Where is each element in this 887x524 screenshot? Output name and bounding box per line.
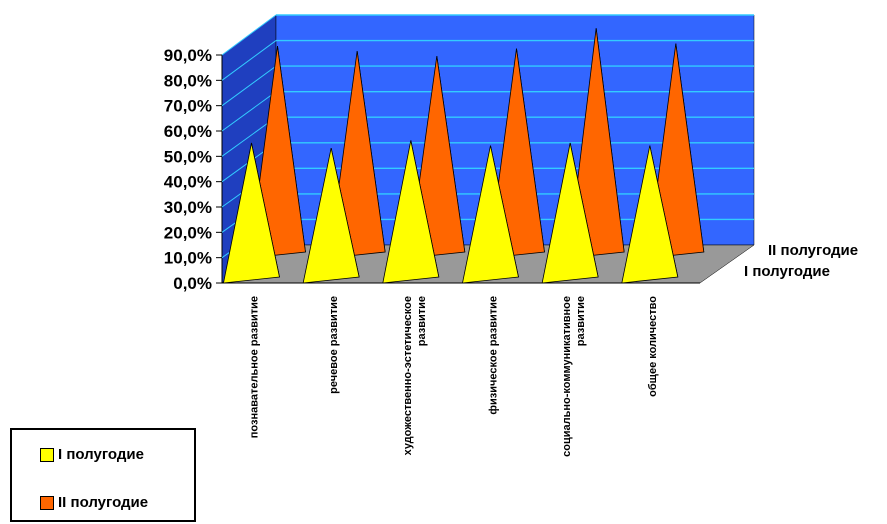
y-tick-label: 40,0% — [164, 173, 212, 192]
pyramid-series-1 — [222, 142, 280, 284]
y-tick-label: 20,0% — [164, 223, 212, 242]
pyramid-series-1 — [302, 147, 360, 284]
pyramid-series-1-front — [541, 142, 599, 284]
x-category-label-line: физическое развитие — [487, 296, 499, 415]
y-tick-label: 10,0% — [164, 249, 212, 268]
y-tick-label: 60,0% — [164, 122, 212, 141]
x-category-label-line: познавательное развитие — [248, 296, 260, 438]
x-category-label: физическое развитие — [487, 296, 499, 415]
depth-label-series-2: II полугодие — [768, 242, 858, 259]
gridline-side — [221, 65, 277, 107]
legend-label-series-2: II полугодие — [58, 494, 149, 511]
x-category-label-line: развитие — [416, 296, 428, 346]
x-category-label: художественно-эстетическое развитие — [402, 296, 428, 455]
pyramid-series-1-front — [222, 142, 280, 284]
gridline-side — [221, 40, 277, 81]
pyramid-series-1-front — [461, 145, 519, 284]
legend-swatch-series-1 — [40, 447, 54, 462]
x-category-label-line: художественно-эстетическое — [402, 296, 414, 455]
legend-item-series-1: I полугодие — [40, 446, 144, 463]
pyramid-series-1-front — [382, 140, 440, 284]
pyramid-series-1-front — [621, 145, 679, 284]
x-category-label-line: развитие — [575, 296, 587, 346]
legend-label-series-1: I полугодие — [58, 446, 144, 463]
depth-label-series-1: I полугодие — [744, 263, 830, 280]
x-category-label: познавательное развитие — [248, 296, 260, 438]
y-tick-label: 80,0% — [164, 71, 212, 90]
y-tick-label: 90,0% — [164, 46, 212, 65]
y-tick-label: 50,0% — [164, 147, 212, 166]
y-tick-label: 70,0% — [164, 97, 212, 116]
pyramid-series-1 — [541, 142, 599, 284]
x-category-label: общее количество — [647, 296, 659, 397]
y-tick-label: 30,0% — [164, 198, 212, 217]
gridline-side — [221, 14, 277, 56]
x-category-label: речевое развитие — [328, 296, 340, 394]
legend-swatch-series-2 — [40, 495, 54, 510]
y-tick-label: 0,0% — [173, 274, 212, 293]
pyramid-series-1 — [621, 145, 679, 284]
legend-item-series-2: II полугодие — [40, 494, 148, 511]
x-category-label: социально-коммуникативное развитие — [561, 296, 587, 457]
x-category-label-line: речевое развитие — [328, 296, 340, 394]
pyramid-series-1 — [461, 145, 519, 284]
x-category-label-line: социально-коммуникативное — [561, 296, 573, 457]
pyramid-series-1-front — [302, 147, 360, 284]
gridline-side — [221, 91, 277, 132]
legend: I полугодие II полугодие — [10, 428, 196, 522]
pyramid-series-1 — [382, 140, 440, 284]
x-category-label-line: общее количество — [647, 296, 659, 397]
